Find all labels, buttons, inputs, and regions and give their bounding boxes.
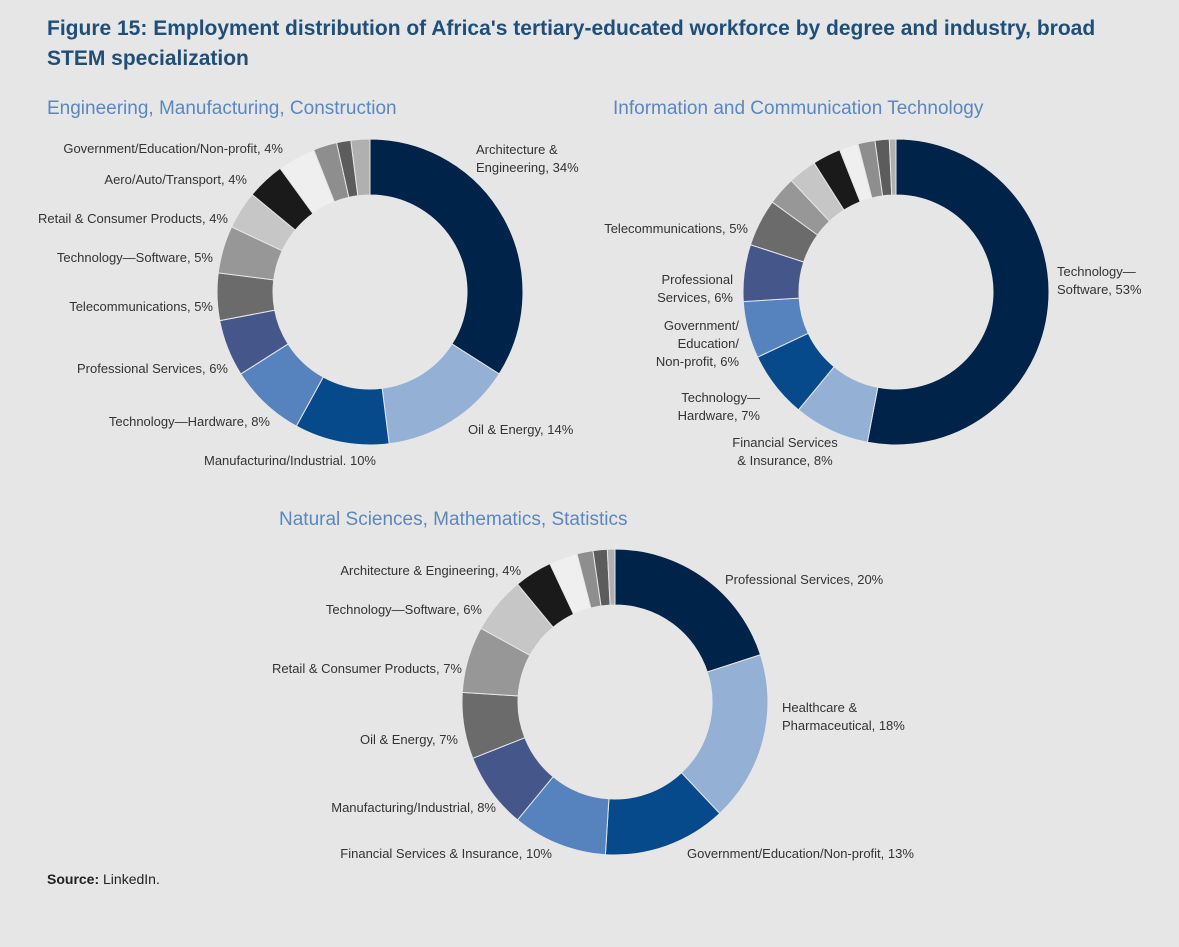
slice-label: Technology—Software, 5% bbox=[56, 250, 213, 265]
slice-label: Technology—Software, 6% bbox=[325, 602, 482, 617]
slice-label: Telecommunications, 5% bbox=[604, 221, 748, 236]
donut-slice bbox=[888, 138, 897, 196]
slice-label: Architecture & Engineering, 4% bbox=[340, 563, 521, 578]
slice-label: Government/Education/Non-profit, 4% bbox=[63, 141, 283, 156]
donut-slice bbox=[606, 548, 616, 606]
slice-label: Professional Services, 6% bbox=[657, 272, 733, 305]
chart-title-engineering: Engineering, Manufacturing, Construction bbox=[47, 98, 397, 119]
slice-label: Healthcare & Pharmaceutical, 18% bbox=[782, 700, 905, 733]
slice-label: Financial Services & Insurance, 8% bbox=[732, 435, 838, 468]
donut-slice bbox=[350, 138, 371, 197]
slice-label: Aero/Auto/Transport, 4% bbox=[104, 172, 247, 187]
slice-label: Oil & Energy, 7% bbox=[359, 732, 458, 747]
slice-label: Architecture & Engineering, 34% bbox=[476, 142, 579, 175]
source-label: Source: bbox=[47, 871, 100, 887]
slice-label: Retail & Consumer Products, 4% bbox=[37, 211, 228, 226]
slice-label: Manufacturing/Industrial, 10% bbox=[204, 453, 376, 465]
slice-label: Retail & Consumer Products, 7% bbox=[271, 661, 462, 676]
clipped-label-wrapper: Manufacturing/Industrial, 10% bbox=[190, 452, 390, 465]
slice-label: Telecommunications, 5% bbox=[69, 299, 213, 314]
slice-label: Professional Services, 6% bbox=[76, 361, 228, 376]
slice-label: Oil & Energy, 14% bbox=[468, 422, 574, 437]
chart-title-ict: Information and Communication Technology bbox=[613, 98, 984, 119]
slice-label: Professional Services, 20% bbox=[725, 572, 884, 587]
slice-label: Government/Education/Non-profit, 13% bbox=[687, 846, 914, 861]
donut-slice bbox=[369, 138, 524, 375]
source-text: LinkedIn. bbox=[103, 871, 160, 887]
slice-label: Technology— Hardware, 7% bbox=[677, 390, 760, 423]
chart-title-natural-sciences: Natural Sciences, Mathematics, Statistic… bbox=[279, 509, 628, 530]
figure-title: Figure 15: Employment distribution of Af… bbox=[47, 17, 1096, 70]
donut-slice bbox=[866, 138, 1050, 446]
slice-label: Financial Services & Insurance, 10% bbox=[340, 846, 552, 861]
donut-slice bbox=[614, 548, 762, 673]
source-note: Source: LinkedIn. bbox=[47, 871, 160, 887]
slice-label: Technology—Hardware, 8% bbox=[108, 414, 270, 429]
slice-label: Manufacturing/Industrial, 8% bbox=[331, 800, 496, 815]
slice-label: Government/ Education/ Non-profit, 6% bbox=[655, 318, 739, 369]
slice-label: Technology— Software, 53% bbox=[1057, 264, 1142, 297]
